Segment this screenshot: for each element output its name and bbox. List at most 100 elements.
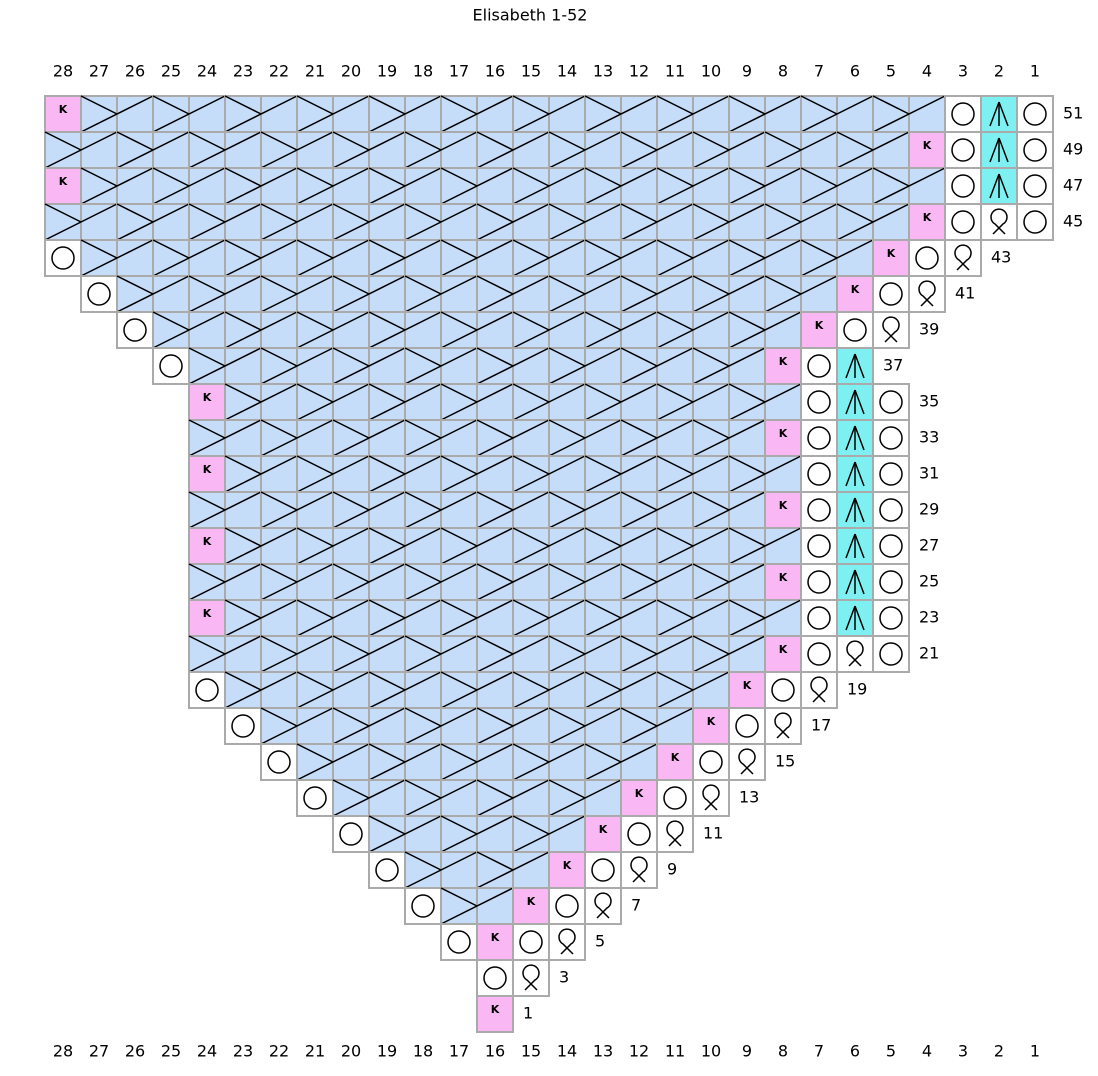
cable-line <box>728 239 766 259</box>
knit-label: K <box>59 175 68 188</box>
twisted-stitch <box>774 712 792 739</box>
stitch-cell <box>260 707 298 745</box>
stitch-cell <box>224 275 262 313</box>
stitch-cell <box>404 563 442 601</box>
cable-line <box>440 743 478 763</box>
cable-line <box>116 275 154 295</box>
stitch-cell <box>584 347 622 385</box>
cable-line <box>368 95 406 115</box>
column-number: 21 <box>305 1042 325 1061</box>
yarn-over <box>915 246 939 270</box>
column-number: 23 <box>233 62 253 81</box>
column-number: 1 <box>1030 62 1040 81</box>
stitch-cell <box>692 95 730 133</box>
cable-line <box>656 383 694 403</box>
stitch-cell <box>512 779 550 817</box>
stitch-cell <box>512 167 550 205</box>
twisted-stitch <box>594 892 612 919</box>
stitch-cell <box>620 599 658 637</box>
cable-line <box>512 671 550 691</box>
stitch-cell <box>224 95 262 133</box>
cable-line <box>584 455 622 475</box>
stitch-cell <box>512 851 550 889</box>
cable-line <box>440 887 478 907</box>
stitch-cell <box>764 95 802 133</box>
stitch-cell <box>692 743 730 781</box>
knit-label: K <box>599 823 608 836</box>
stitch-cell <box>512 527 550 565</box>
stitch-cell <box>44 203 82 241</box>
yarn-over <box>807 570 831 594</box>
cable-line <box>440 311 478 331</box>
stitch-cell <box>728 419 766 457</box>
stitch-cell <box>764 167 802 205</box>
stitch-cell <box>440 131 478 169</box>
stitch-cell <box>656 311 694 349</box>
stitch-cell <box>836 311 874 349</box>
stitch-cell <box>404 527 442 565</box>
stitch-cell <box>728 131 766 169</box>
stitch-cell <box>368 239 406 277</box>
stitch-cell <box>224 455 262 493</box>
stitch-cell <box>728 383 766 421</box>
yarn-over <box>807 390 831 414</box>
cable-line <box>548 347 586 367</box>
row-number: 35 <box>919 392 939 411</box>
cable-line <box>548 635 586 655</box>
cable-line <box>440 527 478 547</box>
stitch-cell <box>224 347 262 385</box>
stitch-cell <box>872 239 910 277</box>
stitch-cell <box>224 419 262 457</box>
cable-line <box>692 563 730 583</box>
stitch-cell <box>764 527 802 565</box>
stitch-cell <box>620 815 658 853</box>
yarn-over <box>807 534 831 558</box>
column-number: 11 <box>665 1042 685 1061</box>
decrease-line <box>854 497 865 523</box>
stitch-cell <box>836 239 874 277</box>
stitch-cell <box>908 95 946 133</box>
column-number: 8 <box>778 1042 788 1061</box>
stitch-cell <box>404 779 442 817</box>
stitch-cell <box>296 203 334 241</box>
cable-line <box>692 419 730 439</box>
row-number: 7 <box>631 896 641 915</box>
cable-line <box>440 167 478 187</box>
cable-line <box>80 167 118 187</box>
knit-label: K <box>743 679 752 692</box>
column-number: 24 <box>197 1042 217 1061</box>
stitch-cell <box>620 275 658 313</box>
stitch-cell <box>440 563 478 601</box>
stitch-cell <box>260 527 298 565</box>
stitch-cell <box>728 671 766 709</box>
yarn-over <box>447 930 471 954</box>
stitch-cell <box>368 779 406 817</box>
stitch-cell <box>404 275 442 313</box>
cable-line <box>332 563 370 583</box>
yarn-over <box>807 354 831 378</box>
column-number: 25 <box>161 1042 181 1061</box>
cable-line <box>476 635 514 655</box>
stitch-cell <box>404 707 442 745</box>
cable-line <box>512 311 550 331</box>
stitch-cell <box>728 707 766 745</box>
stitch-cell <box>332 491 370 529</box>
yarn-over <box>951 210 975 234</box>
stitch-cell <box>548 311 586 349</box>
row-number: 17 <box>811 716 831 735</box>
stitch-cell <box>260 131 298 169</box>
decrease-line <box>845 353 856 379</box>
stitch-cell <box>692 563 730 601</box>
stitch-cell <box>404 815 442 853</box>
row-number: 45 <box>1063 212 1083 231</box>
stitch-cell <box>224 599 262 637</box>
stitch-cell <box>692 455 730 493</box>
stitch-cell <box>584 779 622 817</box>
cable-line <box>584 383 622 403</box>
cable-line <box>404 779 442 799</box>
cable-line <box>512 743 550 763</box>
stitch-cell <box>332 815 370 853</box>
stitch-cell <box>584 239 622 277</box>
twisted-stitch <box>702 784 720 811</box>
stitch-cell <box>152 95 190 133</box>
